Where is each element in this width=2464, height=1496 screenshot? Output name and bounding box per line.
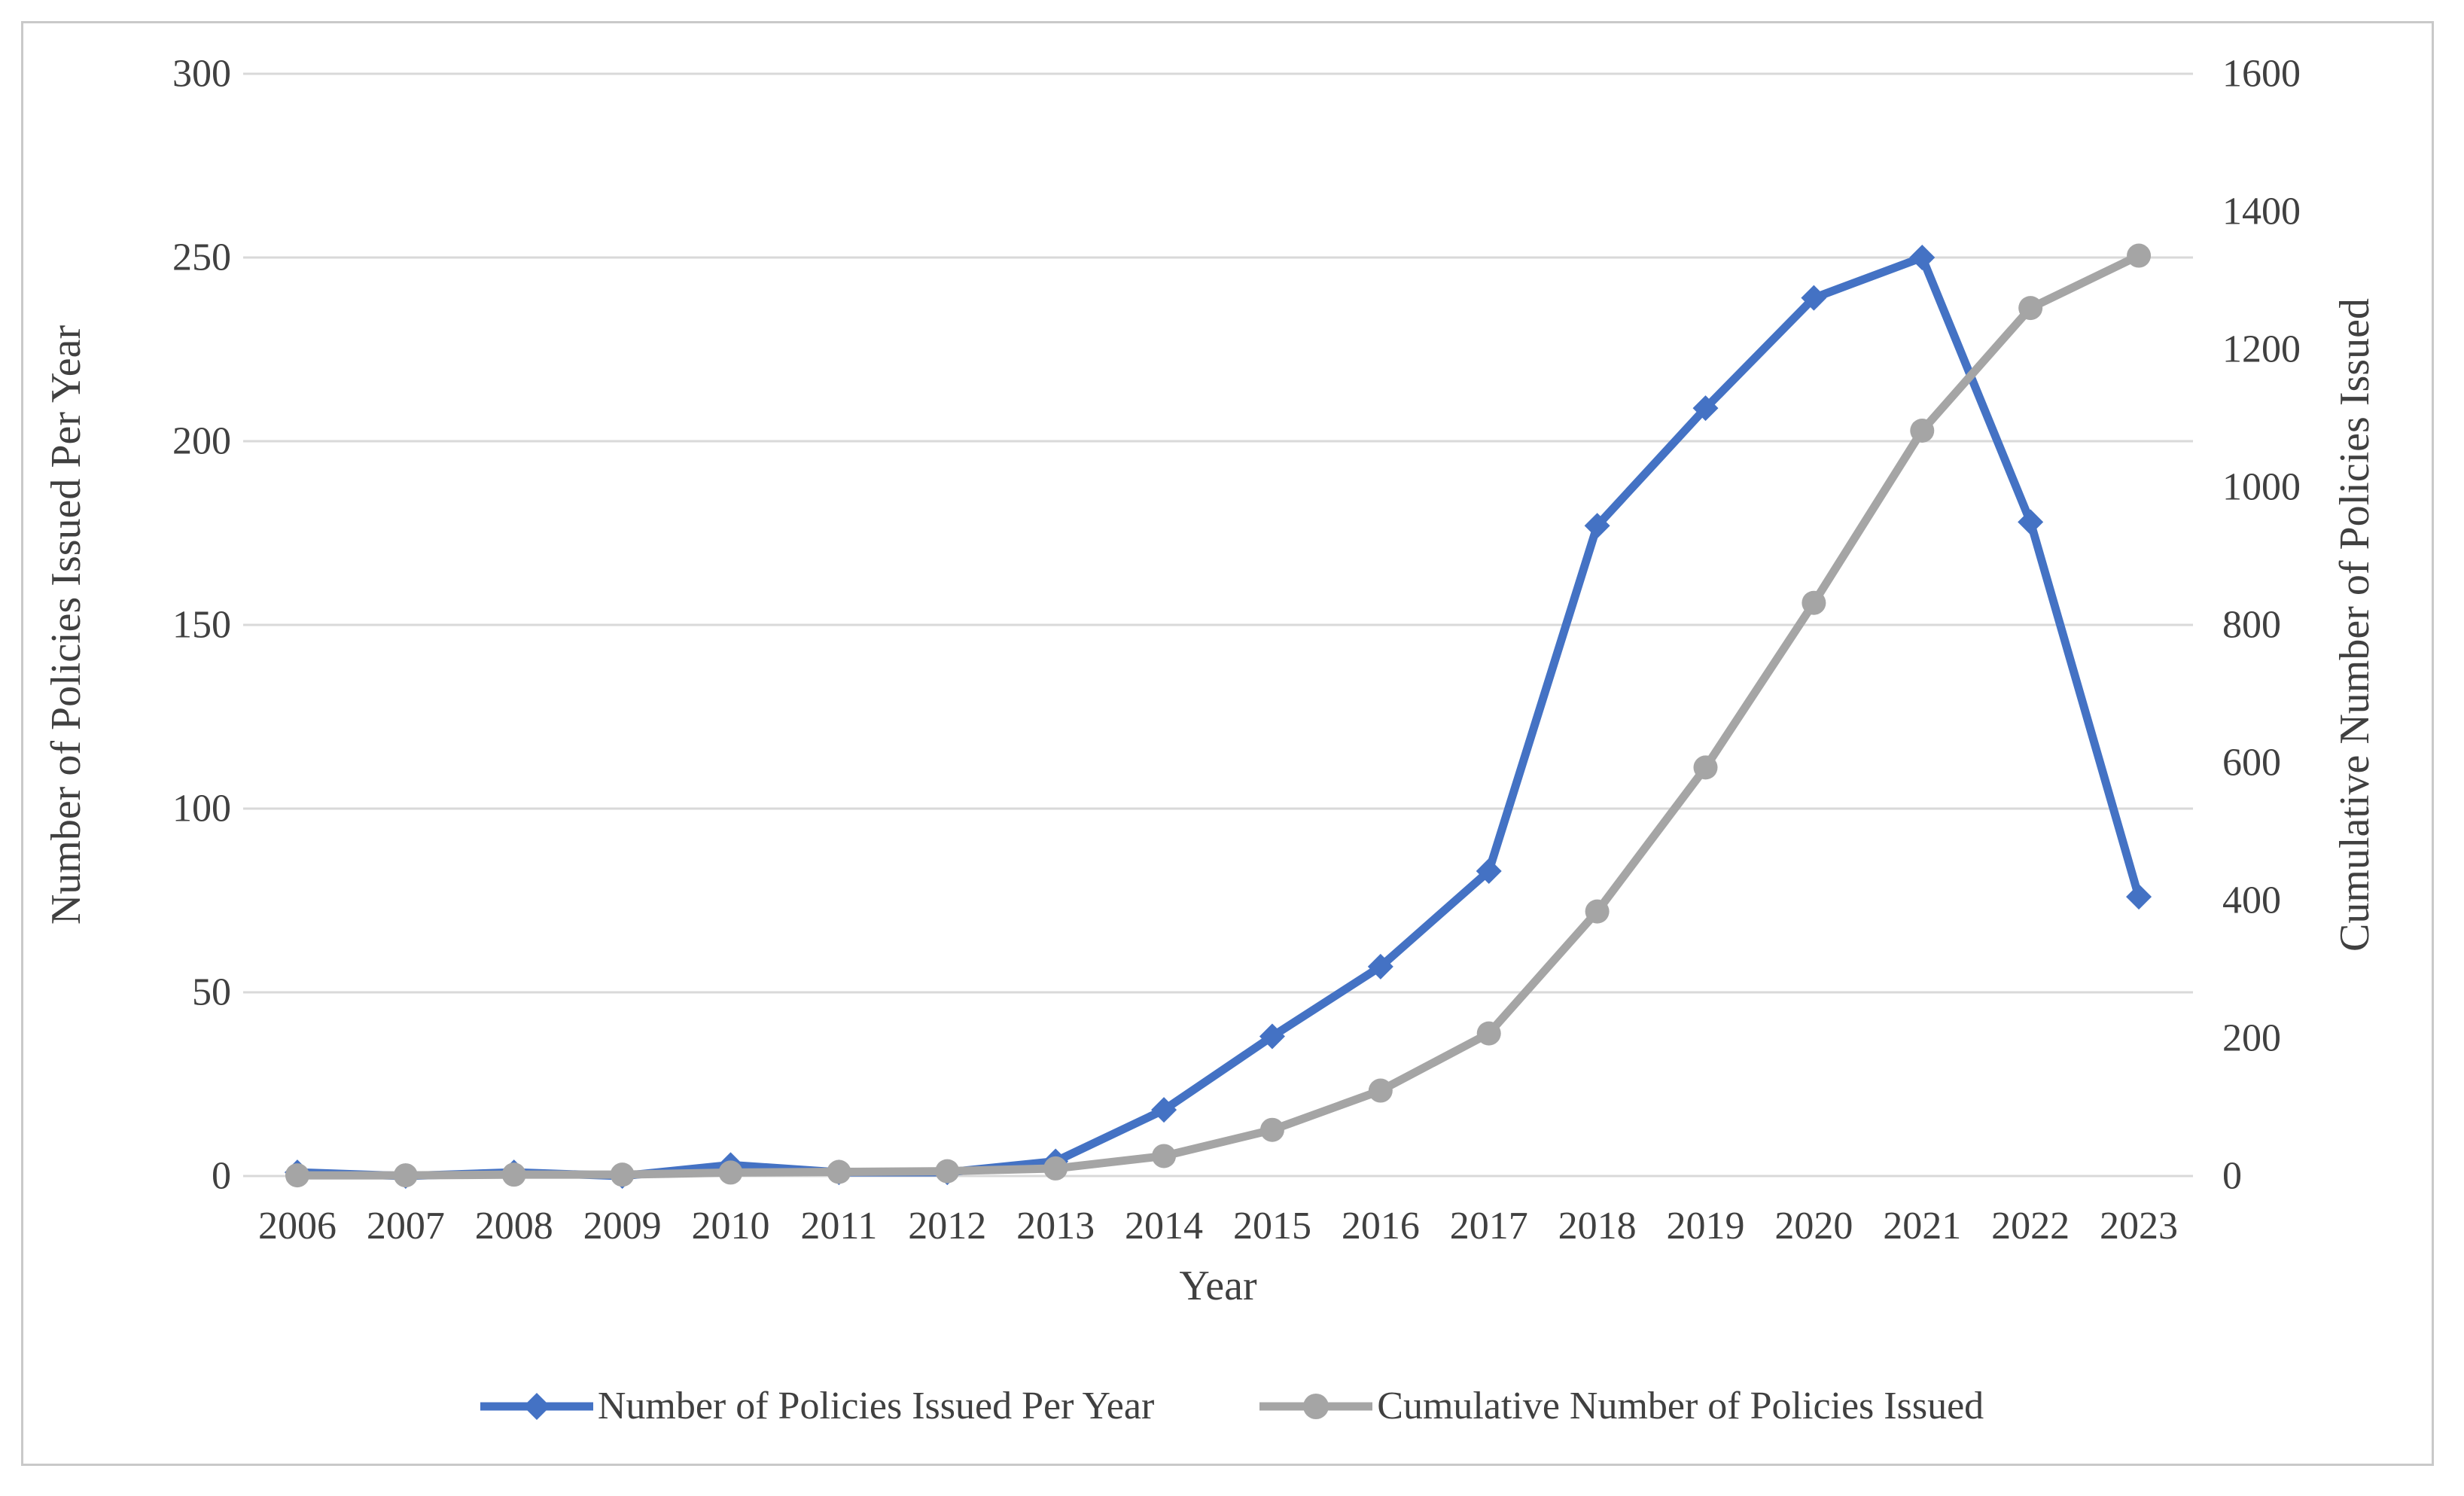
right-axis-tick-label: 1000 (2222, 466, 2301, 509)
right-axis-tick-label: 600 (2222, 742, 2281, 785)
x-axis-tick-label: 2020 (1774, 1205, 1853, 1248)
data-point-marker (1476, 1021, 1501, 1046)
legend: Number of Policies Issued Per Year Cumul… (0, 1384, 2464, 1428)
x-axis-tick-label: 2011 (800, 1205, 877, 1248)
data-point-marker (285, 1163, 309, 1188)
legend-item-per-year: Number of Policies Issued Per Year (480, 1384, 1154, 1428)
x-axis-tick-label: 2017 (1450, 1205, 1528, 1248)
data-point-marker (1693, 755, 1718, 780)
data-point-marker (1801, 285, 1827, 311)
data-point-marker (1585, 899, 1610, 924)
x-axis-tick-label: 2015 (1233, 1205, 1311, 1248)
left-axis-title: Number of Policies Issued Per Year (43, 324, 90, 925)
data-point-marker (1367, 953, 1393, 980)
right-axis-tick-label: 1600 (2222, 53, 2301, 96)
x-axis-tick-label: 2022 (1991, 1205, 2070, 1248)
legend-circle-marker-icon (1259, 1393, 1373, 1419)
data-point-marker (827, 1159, 851, 1184)
left-axis-tick-label: 300 (172, 53, 231, 96)
left-axis-tick-label: 200 (172, 420, 231, 463)
figure-border (21, 21, 2434, 1466)
x-axis-tick-label: 2018 (1558, 1205, 1637, 1248)
right-axis-tick-label: 400 (2222, 879, 2281, 922)
legend-item-cumulative: Cumulative Number of Policies Issued (1259, 1384, 1984, 1428)
right-axis-title: Cumulative Number of Policies Issued (2332, 298, 2378, 952)
data-point-marker (2018, 296, 2043, 321)
left-axis-tick-label: 100 (172, 788, 231, 830)
data-point-marker (1151, 1097, 1177, 1123)
x-axis-tick-label: 2008 (475, 1205, 553, 1248)
x-axis-tick-label: 2016 (1342, 1205, 1420, 1248)
x-axis-tick-label: 2019 (1667, 1205, 1745, 1248)
x-axis-tick-label: 2009 (583, 1205, 662, 1248)
data-point-marker (1152, 1144, 1177, 1168)
x-axis-tick-label: 2010 (692, 1205, 770, 1248)
data-point-marker (1259, 1023, 1285, 1050)
left-axis-tick-label: 50 (192, 971, 231, 1014)
legend-diamond-marker-icon (480, 1392, 593, 1420)
data-point-marker (610, 1162, 635, 1187)
x-axis-tick-label: 2012 (908, 1205, 986, 1248)
x-axis-tick-label: 2021 (1883, 1205, 1961, 1248)
x-axis-title: Year (1179, 1263, 1257, 1309)
left-axis-tick-label: 0 (212, 1155, 231, 1198)
data-point-marker (935, 1159, 960, 1184)
right-axis-tick-label: 1200 (2222, 328, 2301, 371)
x-axis-tick-label: 2006 (258, 1205, 337, 1248)
legend-label-per-year: Number of Policies Issued Per Year (597, 1385, 1155, 1427)
data-point-marker (1259, 1117, 1284, 1142)
x-axis-tick-label: 2014 (1125, 1205, 1203, 1248)
x-axis-tick-label: 2007 (367, 1205, 445, 1248)
data-point-marker (1043, 1156, 1068, 1181)
x-axis-tick-label: 2013 (1016, 1205, 1095, 1248)
right-axis-tick-label: 200 (2222, 1017, 2281, 1060)
left-axis-tick-label: 150 (172, 604, 231, 647)
right-axis-tick-label: 800 (2222, 604, 2281, 647)
data-point-marker (393, 1163, 418, 1188)
series-line-cumulative (293, 251, 2143, 1180)
legend-label-cumulative: Cumulative Number of Policies Issued (1377, 1385, 1984, 1427)
data-point-marker (1802, 590, 1826, 615)
data-point-marker (1368, 1078, 1393, 1103)
x-axis-tick-label: 2023 (2100, 1205, 2178, 1248)
data-point-marker (1692, 395, 1719, 422)
data-point-marker (1584, 513, 1610, 539)
data-point-marker (1910, 418, 1935, 443)
data-point-marker (718, 1160, 743, 1185)
data-point-marker (2127, 243, 2152, 268)
right-axis-tick-label: 1400 (2222, 190, 2301, 233)
data-point-marker (1476, 858, 1502, 884)
data-point-marker (2018, 509, 2044, 535)
left-axis-tick-label: 250 (172, 236, 231, 279)
data-point-marker (2126, 884, 2152, 910)
data-point-marker (1909, 245, 1936, 270)
data-point-marker (501, 1162, 526, 1187)
series-line-per-year (293, 253, 2143, 1181)
right-axis-tick-label: 0 (2222, 1155, 2242, 1198)
